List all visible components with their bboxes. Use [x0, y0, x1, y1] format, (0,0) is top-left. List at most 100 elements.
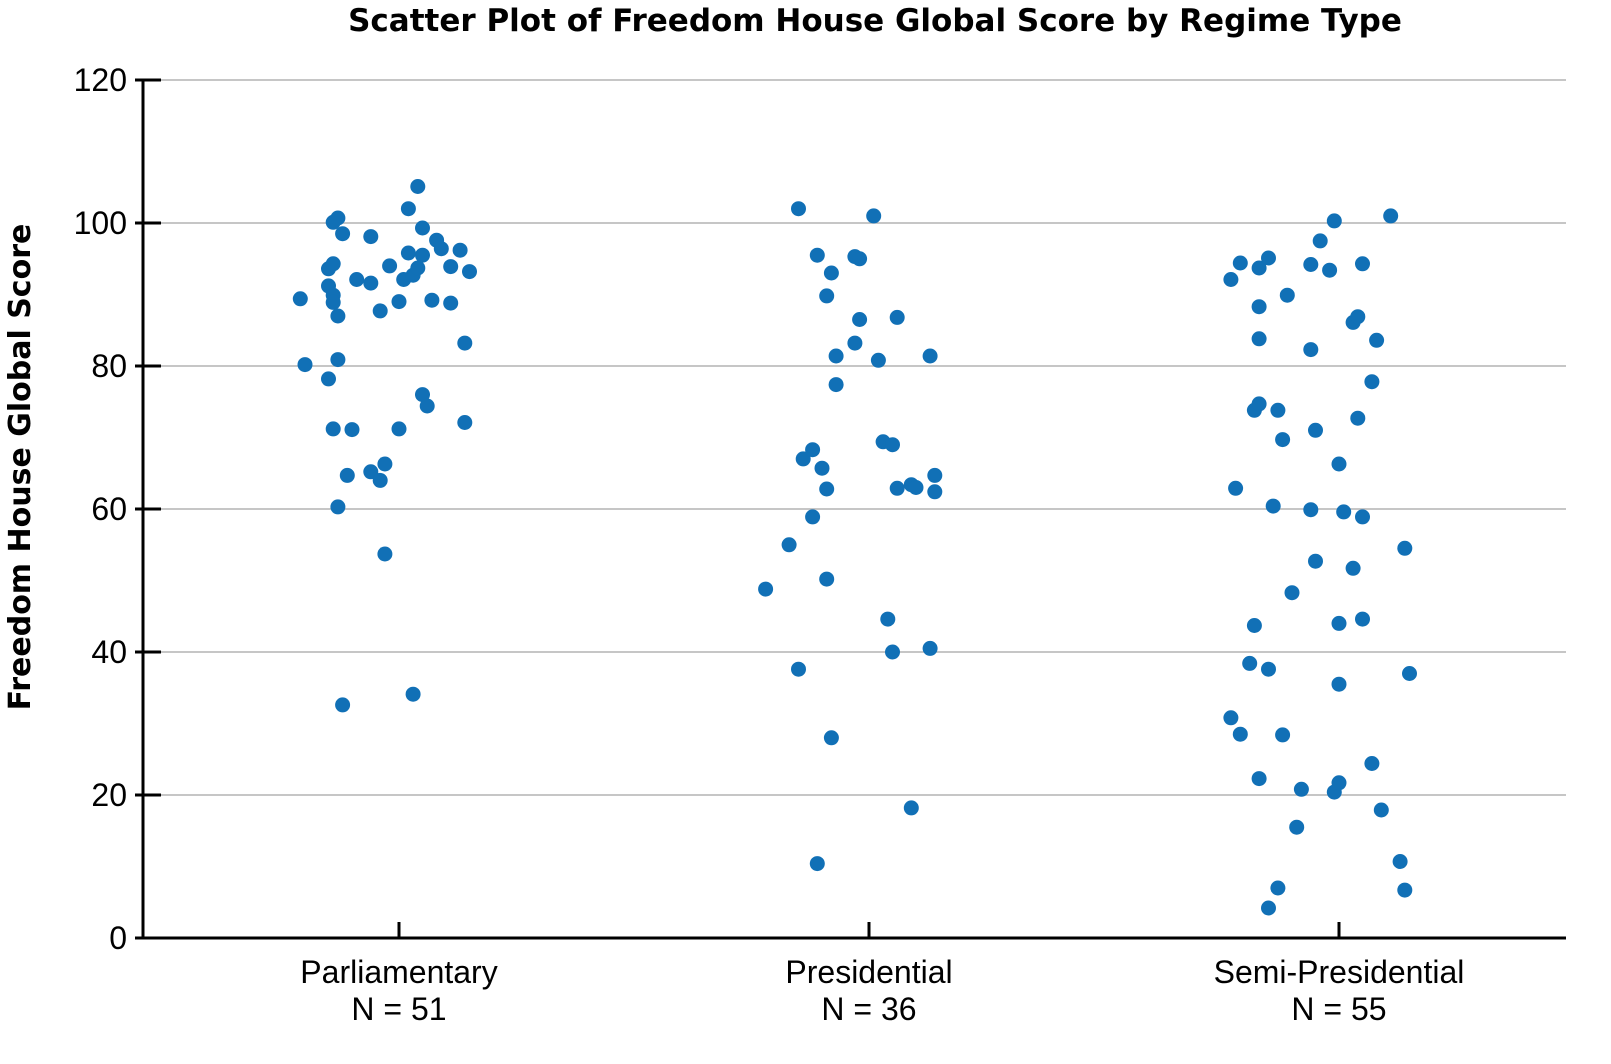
- data-point: [866, 208, 882, 224]
- data-point: [1364, 756, 1380, 771]
- data-point: [1326, 213, 1342, 229]
- data-point: [1312, 233, 1328, 249]
- data-point: [419, 398, 435, 414]
- data-point: [1345, 560, 1361, 576]
- data-point: [330, 308, 346, 324]
- data-point: [391, 421, 407, 437]
- data-point: [1383, 208, 1399, 224]
- data-point: [805, 442, 821, 458]
- data-point: [1251, 771, 1267, 787]
- data-point: [457, 335, 473, 351]
- data-point: [823, 730, 839, 746]
- data-point: [325, 294, 341, 310]
- data-point: [1289, 819, 1305, 835]
- x-tick-label: Presidential: [785, 954, 952, 990]
- data-point: [1293, 781, 1309, 797]
- data-point: [330, 210, 346, 226]
- data-point: [335, 226, 351, 242]
- x-count-label: N = 51: [351, 991, 446, 1027]
- data-point: [344, 422, 360, 438]
- data-point: [1246, 618, 1262, 633]
- data-point: [1251, 331, 1267, 347]
- x-tick-label: Semi-Presidential: [1214, 954, 1465, 990]
- data-point: [1373, 802, 1389, 818]
- data-point: [433, 241, 449, 257]
- data-point: [880, 611, 896, 627]
- data-point: [903, 800, 919, 816]
- data-point: [828, 348, 844, 364]
- x-count-label: N = 36: [821, 991, 916, 1027]
- data-point: [809, 247, 825, 263]
- y-tick-label: 80: [91, 348, 127, 384]
- data-point: [1223, 272, 1239, 287]
- data-point: [443, 295, 459, 311]
- data-point: [1364, 374, 1380, 390]
- data-point: [321, 371, 336, 387]
- y-tick-label: 60: [91, 491, 127, 527]
- data-point: [828, 377, 844, 393]
- data-point: [819, 571, 835, 587]
- data-point: [885, 644, 900, 660]
- y-tick-label: 100: [74, 205, 127, 241]
- data-point: [457, 415, 473, 430]
- data-point: [1275, 432, 1291, 448]
- data-point: [424, 292, 440, 308]
- x-tick-label: Parliamentary: [300, 954, 497, 990]
- data-point: [1284, 585, 1300, 601]
- data-point: [410, 260, 426, 276]
- data-point: [452, 242, 468, 258]
- data-point: [349, 272, 365, 287]
- data-point: [391, 294, 407, 310]
- data-point: [1331, 676, 1347, 692]
- data-point: [870, 352, 886, 368]
- data-point: [1228, 480, 1244, 496]
- data-point: [1223, 710, 1239, 726]
- data-point: [852, 251, 868, 267]
- data-point: [819, 481, 835, 497]
- data-point: [363, 229, 379, 245]
- chart-title: Scatter Plot of Freedom House Global Sco…: [348, 3, 1402, 39]
- data-point: [791, 661, 806, 677]
- data-point: [1303, 502, 1319, 518]
- data-point: [908, 480, 924, 495]
- data-point: [1397, 540, 1413, 556]
- data-point: [1350, 410, 1366, 426]
- data-point: [415, 220, 430, 236]
- y-axis-label: Freedom House Global Score: [3, 224, 38, 711]
- data-point: [415, 387, 430, 403]
- data-point: [1308, 553, 1323, 569]
- data-point: [1261, 250, 1276, 266]
- data-point: [330, 499, 346, 515]
- data-point: [852, 312, 868, 327]
- data-point: [885, 437, 900, 453]
- y-tick-label: 0: [109, 920, 127, 956]
- x-count-label: N = 55: [1291, 991, 1386, 1027]
- data-point: [297, 357, 313, 373]
- data-point: [400, 201, 416, 217]
- data-point: [1232, 255, 1248, 271]
- data-point: [1251, 396, 1267, 412]
- data-point: [814, 460, 830, 476]
- y-tick-label: 20: [91, 777, 127, 813]
- data-point: [377, 456, 393, 472]
- data-point: [927, 467, 943, 483]
- data-point: [382, 258, 398, 274]
- data-point: [330, 352, 346, 368]
- y-tick-label: 40: [91, 634, 127, 670]
- data-point: [1355, 256, 1370, 272]
- data-point: [1265, 498, 1281, 514]
- data-point: [791, 201, 806, 217]
- data-point: [1397, 882, 1413, 898]
- data-point: [1336, 504, 1352, 520]
- data-point: [377, 546, 393, 562]
- data-point: [1261, 661, 1276, 677]
- data-point: [889, 309, 905, 325]
- data-point: [325, 256, 341, 272]
- data-point: [809, 856, 825, 872]
- data-point: [758, 581, 774, 597]
- data-point: [363, 275, 379, 291]
- data-point: [410, 179, 426, 194]
- data-point: [819, 288, 835, 304]
